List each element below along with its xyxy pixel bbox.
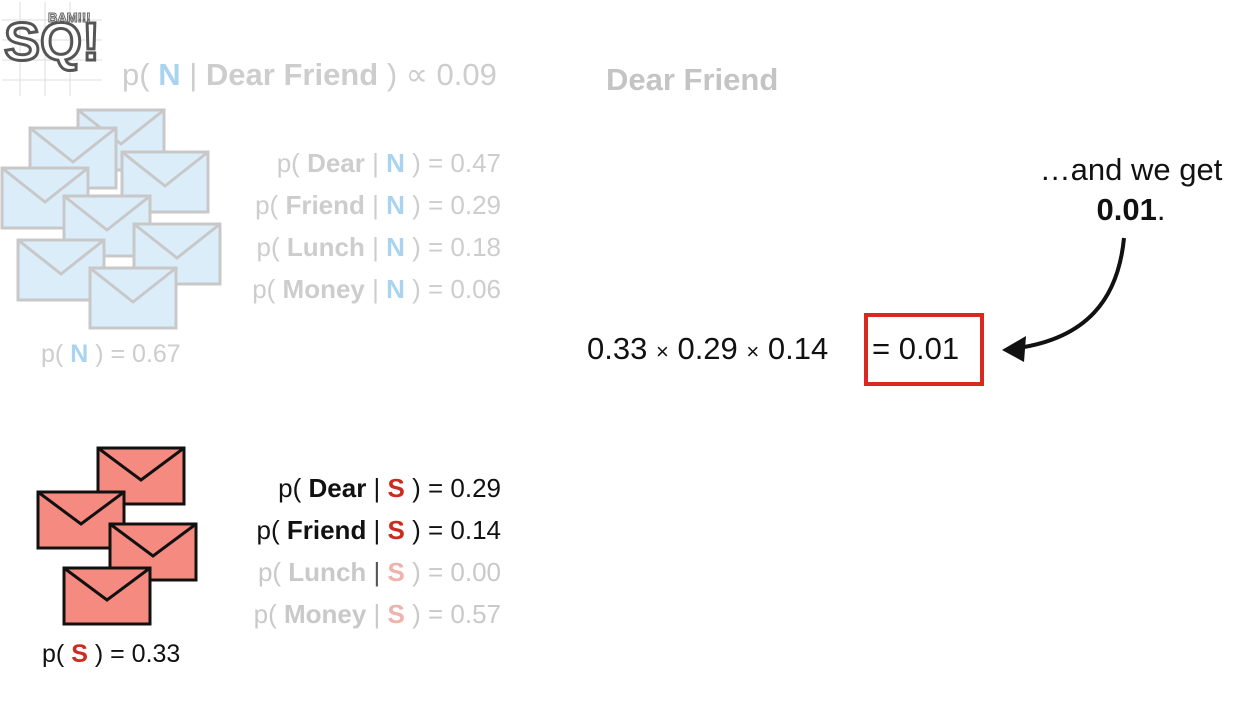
svg-text:SQ!: SQ! [4,12,100,72]
phrase-label: Dear Friend [606,62,779,97]
normal-likelihood-lunch: p( Lunch | N ) = 0.18 [256,232,501,262]
annotation-text: …and we get 0.01. [1039,152,1223,227]
spam-likelihood-lunch: p( Lunch | S ) = 0.00 [257,557,501,587]
posterior-header: p( N | Dear Friend ) ∝ 0.09 [122,57,497,92]
normal-likelihood-dear: p( Dear | N ) = 0.47 [276,148,501,178]
spam-prior: p( S ) = 0.33 [42,640,181,668]
spam-likelihood-money: p( Money | S ) = 0.57 [253,599,501,629]
normal-messages-icon [0,104,230,339]
normal-class-symbol: N [158,57,181,92]
normal-likelihood-money: p( Money | N ) = 0.06 [252,274,501,304]
spam-likelihood-dear: p( Dear | S ) = 0.29 [278,473,501,503]
equation-result: = 0.01 [872,331,960,366]
statquest-logo: SQ! BAM!!! [0,0,110,100]
curved-arrow-icon [990,230,1140,375]
normal-likelihood-friend: p( Friend | N ) = 0.29 [255,190,501,220]
spam-likelihood-friend: p( Friend | S ) = 0.14 [256,515,501,545]
product-equation: 0.33 × 0.29 × 0.14 [587,331,829,366]
spam-messages-icon [36,444,206,639]
svg-text:BAM!!!: BAM!!! [48,10,91,25]
normal-prior: p( N ) = 0.67 [41,340,181,368]
result-highlight-box [864,313,984,386]
